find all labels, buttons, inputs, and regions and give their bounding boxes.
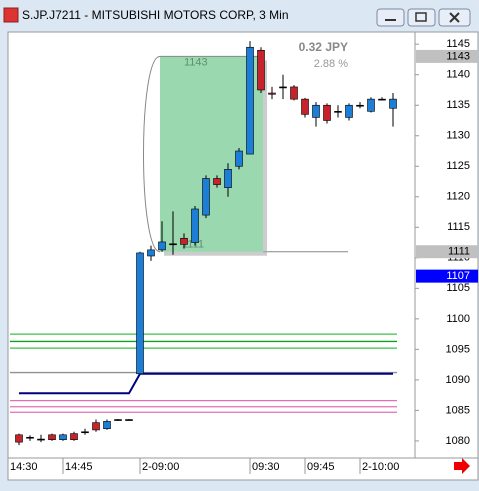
window-icon [3, 7, 19, 23]
candle-body [103, 421, 111, 430]
trend-line [19, 372, 393, 395]
price-marker-label: 1143 [446, 50, 470, 62]
candle-body [224, 169, 232, 188]
y-tick-label: 1115 [447, 221, 470, 233]
candle-body [125, 419, 133, 421]
candle-body [92, 422, 100, 431]
y-tick-label: 1105 [446, 282, 470, 294]
y-tick-label: 1090 [446, 374, 470, 386]
candle-body [257, 50, 265, 91]
scroll-arrow[interactable] [454, 458, 470, 474]
candle-body [268, 92, 276, 95]
candle-body [235, 150, 243, 167]
candle-body [367, 98, 375, 112]
x-tick-label: 09:45 [307, 461, 335, 473]
x-tick-label: 2-10:00 [362, 461, 399, 473]
candle-body [202, 178, 210, 216]
y-tick-label: 1120 [446, 191, 470, 203]
y-tick-label: 1085 [446, 404, 470, 416]
candle-body [114, 419, 122, 421]
candle-body [345, 104, 353, 118]
close-icon [449, 12, 460, 23]
restore-button[interactable] [407, 8, 436, 27]
x-tick-label: 14:45 [65, 461, 93, 473]
candle-body [191, 208, 199, 243]
measure-change: 0.32 JPY [299, 40, 348, 54]
candle-body [136, 252, 144, 375]
y-tick-label: 1080 [446, 435, 470, 447]
y-tick-label: 1125 [446, 160, 470, 172]
measure-percent: 2.88 % [314, 58, 348, 70]
y-tick-label: 1135 [446, 99, 470, 111]
price-marker [416, 269, 478, 283]
price-marker [416, 49, 478, 63]
candle-body [48, 434, 56, 440]
candle-body [389, 98, 397, 109]
y-tick-label: 1145 [446, 38, 470, 50]
minimize-button[interactable] [376, 8, 405, 27]
measure-bracket [143, 55, 161, 253]
y-tick-label: 1130 [446, 130, 470, 142]
window-buttons[interactable] [376, 8, 471, 27]
candle-body [26, 436, 34, 439]
measure-high-label: 1143 [184, 56, 208, 68]
restore-icon [415, 12, 427, 22]
candle-body [290, 86, 298, 100]
candle-body [301, 98, 309, 115]
window-title: S.JP.J7211 - MITSUBISHI MOTORS CORP, 3 M… [22, 8, 289, 22]
candle-body [246, 46, 254, 155]
x-tick-label: 14:30 [10, 461, 38, 473]
price-marker-label: 1111 [448, 246, 470, 258]
candle-body [334, 111, 342, 113]
candle-body [59, 434, 67, 440]
y-tick-label: 1095 [446, 343, 470, 355]
y-tick-label: 1140 [446, 69, 470, 81]
candle-body [37, 438, 45, 441]
candle-body [356, 104, 364, 107]
candle-body [158, 241, 166, 251]
price-marker-label: 1107 [446, 270, 470, 282]
y-tick-label: 1100 [446, 313, 470, 325]
candle-body [312, 104, 320, 118]
candle-body [169, 243, 177, 246]
price-marker [416, 245, 478, 259]
candle-body [180, 237, 188, 245]
candle-body [323, 104, 331, 121]
candle-body [70, 433, 78, 440]
x-tick-label: 09:30 [252, 461, 280, 473]
x-tick-label: 2-09:00 [142, 461, 179, 473]
measure-box [160, 56, 263, 252]
candle-body [15, 434, 23, 443]
candle-body [378, 98, 386, 101]
candle-body [279, 86, 287, 89]
candle-body [81, 431, 89, 434]
candle-body [213, 178, 221, 185]
candle-body [147, 249, 155, 257]
